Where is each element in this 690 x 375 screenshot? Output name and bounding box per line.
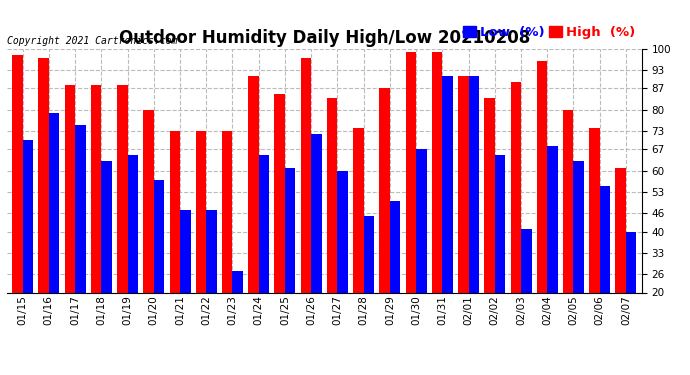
- Bar: [196, 131, 206, 292]
- Bar: [117, 86, 128, 292]
- Legend: Low  (%), High  (%): Low (%), High (%): [463, 26, 635, 39]
- Bar: [469, 76, 479, 292]
- Bar: [537, 61, 547, 292]
- Bar: [65, 86, 75, 292]
- Bar: [259, 155, 269, 292]
- Bar: [285, 168, 295, 292]
- Bar: [75, 125, 86, 292]
- Bar: [563, 110, 573, 292]
- Bar: [364, 216, 374, 292]
- Bar: [91, 86, 101, 292]
- Text: Copyright 2021 Cartronics.com: Copyright 2021 Cartronics.com: [7, 36, 177, 46]
- Bar: [600, 186, 610, 292]
- Bar: [615, 168, 626, 292]
- Bar: [521, 228, 531, 292]
- Bar: [101, 162, 112, 292]
- Bar: [180, 210, 190, 292]
- Bar: [390, 201, 400, 292]
- Bar: [154, 180, 164, 292]
- Bar: [301, 58, 311, 292]
- Bar: [353, 128, 364, 292]
- Bar: [144, 110, 154, 292]
- Bar: [311, 134, 322, 292]
- Bar: [39, 58, 49, 292]
- Bar: [547, 146, 558, 292]
- Bar: [458, 76, 469, 292]
- Bar: [589, 128, 600, 292]
- Bar: [206, 210, 217, 292]
- Title: Outdoor Humidity Daily High/Low 20210208: Outdoor Humidity Daily High/Low 20210208: [119, 29, 530, 47]
- Bar: [416, 149, 426, 292]
- Bar: [327, 98, 337, 292]
- Bar: [432, 52, 442, 292]
- Bar: [380, 88, 390, 292]
- Bar: [222, 131, 233, 292]
- Bar: [495, 155, 505, 292]
- Bar: [23, 140, 33, 292]
- Bar: [573, 162, 584, 292]
- Bar: [511, 82, 521, 292]
- Bar: [12, 55, 23, 292]
- Bar: [275, 94, 285, 292]
- Bar: [406, 52, 416, 292]
- Bar: [484, 98, 495, 292]
- Bar: [337, 171, 348, 292]
- Bar: [233, 271, 243, 292]
- Bar: [170, 131, 180, 292]
- Bar: [626, 231, 636, 292]
- Bar: [248, 76, 259, 292]
- Bar: [442, 76, 453, 292]
- Bar: [128, 155, 138, 292]
- Bar: [49, 113, 59, 292]
